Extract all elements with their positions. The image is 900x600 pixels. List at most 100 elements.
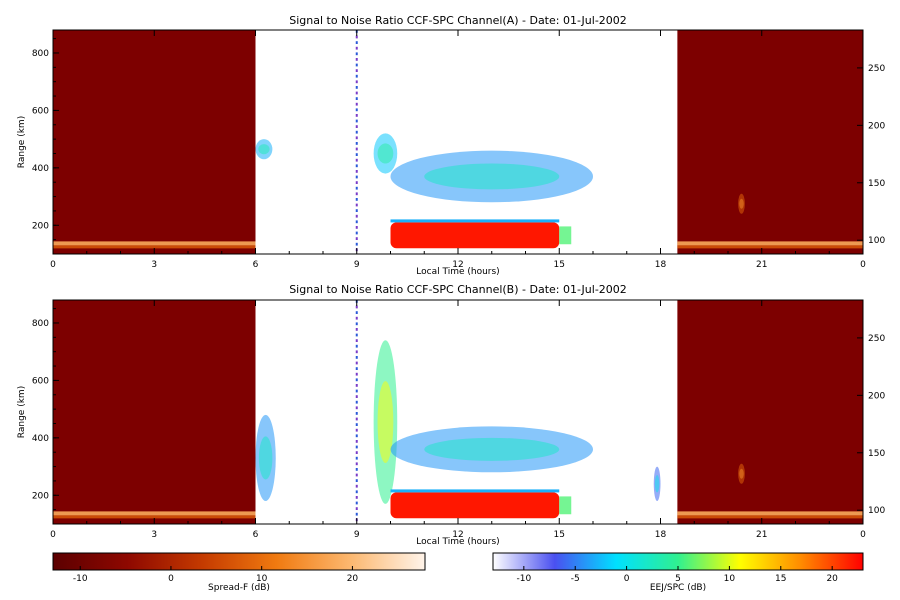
y2-tick-label: 200	[868, 121, 885, 131]
y-tick-label: 800	[32, 49, 49, 59]
colorbar-tick-label: -10	[516, 574, 531, 584]
y2-tick-label: 150	[868, 179, 885, 189]
interference-line	[355, 395, 358, 398]
interference-line	[355, 209, 358, 212]
y2-tick-label: 100	[868, 506, 885, 516]
interference-line	[355, 142, 358, 145]
night-bottom-echo	[677, 241, 863, 246]
echo-core	[377, 381, 394, 463]
interference-line	[355, 97, 358, 100]
y-tick-label: 600	[32, 106, 49, 116]
x-tick-label: 0	[50, 530, 56, 540]
interference-line	[355, 214, 358, 218]
interference-line	[355, 91, 358, 95]
interference-line	[355, 462, 358, 466]
interference-line	[355, 328, 358, 331]
echo-core	[424, 163, 560, 190]
x-tick-label: 3	[151, 530, 157, 540]
colorbar-spread-f: -10 0 10 20 Spread-F (dB)	[52, 552, 426, 593]
interference-line	[355, 417, 358, 421]
night-bottom-echo	[53, 511, 256, 516]
interference-line	[355, 484, 358, 488]
interference-line	[355, 58, 358, 61]
echo-tail	[559, 496, 572, 515]
interference-line	[355, 136, 358, 140]
interference-line	[355, 356, 358, 359]
echo-core	[258, 436, 273, 480]
interference-line	[355, 496, 358, 499]
colorbar-tick-label: 0	[168, 574, 174, 584]
interference-line	[355, 501, 358, 505]
colorbar-tick-label: -10	[73, 574, 88, 584]
interference-line	[355, 102, 358, 106]
night-block	[53, 300, 256, 524]
interference-line	[355, 367, 358, 370]
x-tick-label: 12	[452, 260, 463, 270]
interference-line	[355, 226, 358, 229]
interference-line	[355, 400, 358, 404]
echo-core	[739, 468, 744, 479]
y-tick-label: 600	[32, 376, 49, 386]
colorbar-tick-label: 20	[347, 574, 359, 584]
interference-line	[355, 428, 358, 432]
echo-tail	[559, 226, 572, 245]
interference-line	[355, 311, 358, 314]
x-tick-label: 6	[253, 530, 259, 540]
interference-line	[355, 389, 358, 393]
y2-tick-label: 100	[868, 236, 885, 246]
interference-line	[355, 507, 358, 510]
panel-b-xlabel: Local Time (hours)	[416, 537, 499, 547]
interference-line	[355, 86, 358, 89]
interference-line	[355, 372, 358, 376]
interference-line	[355, 473, 358, 477]
echo-core	[258, 144, 270, 155]
colorbar-tick-label: -5	[571, 574, 580, 584]
strong-echo-region	[390, 222, 560, 249]
y2-tick-label: 150	[868, 449, 885, 459]
interference-line	[355, 333, 358, 337]
interference-line	[355, 231, 358, 235]
interference-line	[355, 130, 358, 134]
interference-line	[355, 451, 358, 454]
night-block	[53, 30, 256, 254]
y2-tick-label: 200	[868, 391, 885, 401]
interference-line	[355, 147, 358, 151]
interference-line	[355, 434, 358, 438]
colorbar-spread-f-bar	[52, 552, 426, 571]
panel-a-ylabel: Range (km)	[17, 116, 27, 168]
colorbar-eej: -10 -5 0 5 10 15 20 EEJ/SPC (dB)	[492, 552, 864, 593]
x-tick-label: 12	[452, 530, 463, 540]
y-tick-label: 800	[32, 319, 49, 329]
night-bottom-echo-lower	[53, 245, 256, 249]
panel-b-ylabel: Range (km)	[17, 386, 27, 438]
x-tick-label: 0	[50, 260, 56, 270]
interference-line	[355, 361, 358, 365]
colorbar-spread-f-label: Spread-F (dB)	[208, 583, 270, 593]
interference-line	[355, 305, 358, 309]
echo-edge	[390, 219, 560, 223]
y2-tick-label: 250	[868, 334, 885, 344]
night-bottom-echo-lower	[677, 515, 863, 519]
colorbar-tick-label: 15	[775, 574, 786, 584]
interference-line	[355, 164, 358, 168]
panel-a-plot-area: 0 3 6 9 12 15 18 21 0 200 400 600 800 100 150 200 250	[32, 29, 885, 270]
interference-line	[355, 512, 358, 516]
colorbar-eej-label: EEJ/SPC (dB)	[650, 583, 706, 593]
interference-line	[355, 80, 358, 84]
interference-line	[355, 192, 358, 196]
interference-line	[355, 440, 358, 443]
interference-line	[355, 170, 358, 173]
interference-line	[355, 237, 358, 240]
x-tick-label: 21	[756, 530, 767, 540]
colorbar-tick-label: 20	[826, 574, 838, 584]
night-block	[677, 30, 863, 254]
interference-line	[355, 242, 358, 246]
panel-b: Signal to Noise Ratio CCF-SPC Channel(B)…	[17, 283, 885, 547]
y-tick-label: 400	[32, 164, 49, 174]
interference-line	[355, 203, 358, 207]
panel-b-plot-area: 0 3 6 9 12 15 18 21 0 200 400 600 800 100 150 200 250	[32, 299, 885, 540]
x-tick-label: 18	[655, 530, 667, 540]
x-tick-label: 6	[253, 260, 259, 270]
interference-line	[355, 114, 358, 117]
interference-line	[355, 41, 358, 44]
